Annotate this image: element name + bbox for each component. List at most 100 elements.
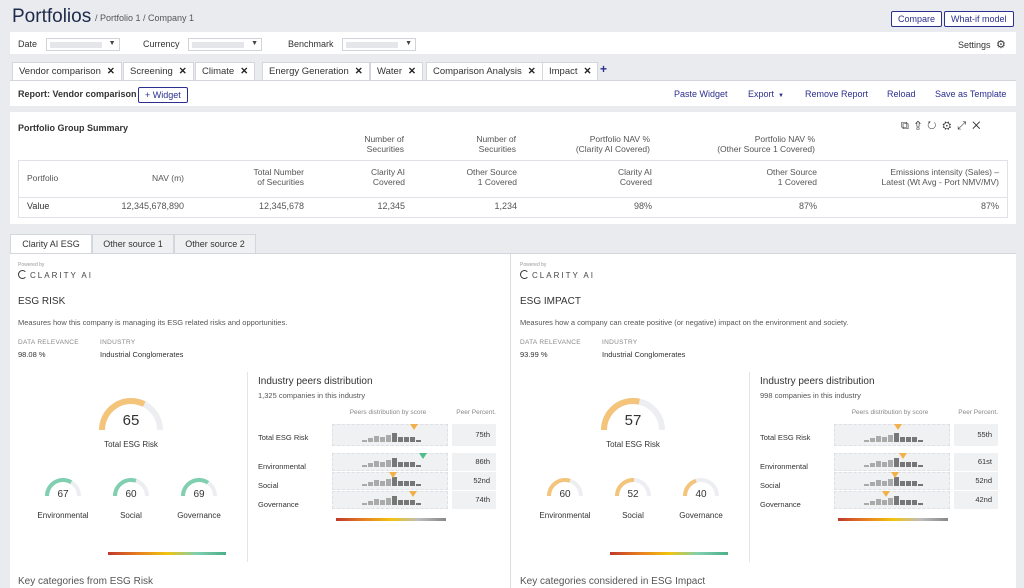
distribution-bar [870, 463, 875, 467]
distribution-bar [864, 440, 869, 442]
close-icon[interactable]: ✕ [583, 66, 592, 77]
distribution-bar [416, 465, 421, 467]
close-icon[interactable]: ✕ [354, 66, 363, 77]
currency-filter[interactable]: Currency ▼ [143, 38, 263, 51]
reload-button[interactable]: Reload [887, 89, 916, 99]
widget-title: Portfolio Group Summary [18, 123, 129, 133]
distribution-bar [416, 440, 421, 442]
peer-marker-icon [898, 453, 907, 459]
distribution-bar [404, 462, 409, 467]
peer-marker-icon [881, 491, 890, 497]
data-relevance-value: 98.08 % [18, 350, 46, 359]
tab-screening[interactable]: Screening ✕ [123, 62, 194, 80]
save-template-button[interactable]: Save as Template [935, 89, 1007, 99]
distribution-bar [900, 462, 905, 467]
currency-dropdown[interactable]: ▼ [188, 38, 263, 51]
column-header: Total Number of Securities [253, 167, 304, 187]
distribution-bar [906, 481, 911, 486]
distribution-bar [404, 500, 409, 505]
column-header: Other Source 1 Covered [466, 167, 517, 187]
distribution-bar [900, 500, 905, 505]
governance-gauge: 40 [681, 476, 721, 500]
tab-impact[interactable]: Impact ✕ [542, 62, 599, 80]
section-title: ESG IMPACT [520, 296, 581, 307]
paste-widget-button[interactable]: Paste Widget [674, 89, 728, 99]
tab-comparison-analysis[interactable]: Comparison Analysis ✕ [426, 62, 543, 80]
industry-value: Industrial Conglomerates [100, 350, 184, 359]
logo-icon [18, 270, 27, 279]
row-label: Value [27, 201, 50, 211]
remove-report-button[interactable]: Remove Report [805, 89, 869, 99]
distribution-bar [368, 501, 373, 505]
add-tab-icon[interactable]: + [600, 62, 608, 76]
gear-icon: ⚙ [996, 39, 1006, 51]
distribution-bar [398, 437, 403, 442]
date-filter[interactable]: Date ▼ [18, 38, 120, 51]
benchmark-dropdown[interactable]: ▼ [342, 38, 417, 51]
distribution-bar [374, 436, 379, 442]
distribution-bar [918, 503, 923, 505]
row-label: Social [760, 481, 781, 490]
refresh-icon[interactable]: ↻ [927, 120, 943, 132]
group-header: Number of Securities [364, 134, 404, 154]
settings-button[interactable]: Settings ⚙ [958, 38, 1006, 51]
currency-label: Currency [143, 38, 180, 49]
total-score-label: Total ESG Risk [606, 440, 660, 449]
export-button[interactable]: Export ▼ [748, 89, 784, 99]
close-icon[interactable]: ✕ [527, 66, 536, 77]
close-icon[interactable]: ✕ [178, 66, 187, 77]
distribution-bar [362, 484, 367, 486]
score-value: 69 [193, 489, 205, 500]
distribution-bar [410, 437, 415, 442]
upload-icon[interactable]: ⇪ [914, 120, 928, 132]
distribution-bar [380, 500, 385, 505]
table-cell: 12,345,678,890 [121, 201, 184, 211]
close-icon[interactable]: ✕ [407, 66, 416, 77]
percentile-header: Peer Percent. [958, 409, 998, 416]
esg-panels: Powered by CLARITY AI ESG RISK Measures … [10, 253, 1016, 588]
tab-clarity-ai-esg[interactable]: Clarity AI ESG [10, 234, 92, 253]
whatif-model-button[interactable]: What-if model [944, 11, 1014, 27]
peer-marker-icon [890, 472, 899, 478]
peers-distribution-chart [834, 422, 950, 527]
close-icon[interactable]: ✕ [972, 120, 987, 132]
tab-vendor-comparison[interactable]: Vendor comparison ✕ [12, 62, 122, 80]
column-header: NAV (m) [152, 173, 184, 183]
distribution-bar [362, 440, 367, 442]
distribution-bar [392, 477, 397, 486]
distribution-bar [870, 501, 875, 505]
peer-marker-icon [419, 453, 428, 459]
column-header: Other Source 1 Covered [766, 167, 817, 187]
tab-other-source-2[interactable]: Other source 2 [174, 234, 256, 253]
row-label: Environmental [258, 462, 306, 471]
close-icon[interactable]: ✕ [240, 66, 249, 77]
benchmark-filter[interactable]: Benchmark ▼ [288, 38, 417, 51]
group-header: Portfolio NAV % (Other Source 1 Covered) [717, 134, 815, 154]
tab-water[interactable]: Water ✕ [370, 62, 423, 80]
tab-climate[interactable]: Climate ✕ [195, 62, 256, 80]
tab-other-source-1[interactable]: Other source 1 [92, 234, 174, 253]
compare-button[interactable]: Compare [891, 11, 943, 27]
close-icon[interactable]: ✕ [106, 66, 115, 77]
score-value: 40 [695, 489, 707, 500]
distribution-bar [386, 479, 391, 486]
distribution-bar [398, 500, 403, 505]
score-value: 60 [125, 489, 137, 500]
report-toolbar: Report: Vendor comparison + Widget Paste… [10, 80, 1016, 106]
distribution-bar [888, 460, 893, 467]
esg-impact-panel: Powered by CLARITY AI ESG IMPACT Measure… [512, 254, 1016, 588]
expand-icon[interactable]: ⤢ [957, 120, 973, 132]
add-widget-button[interactable]: + Widget [138, 87, 188, 103]
date-dropdown[interactable]: ▼ [45, 38, 120, 51]
copy-icon[interactable]: ⧉ [901, 120, 915, 132]
filter-bar: Date ▼ Currency ▼ Benchmark ▼ Settings ⚙ [10, 32, 1016, 54]
tab-energy-generation[interactable]: Energy Generation ✕ [262, 62, 370, 80]
gear-icon[interactable]: ⚙ [942, 120, 958, 132]
distribution-bar [888, 435, 893, 442]
social-gauge: 60 [111, 476, 151, 500]
chevron-down-icon: ▼ [251, 40, 259, 47]
distribution-bar [888, 479, 893, 486]
report-name: Report: Vendor comparison [18, 89, 137, 99]
distribution-bar [380, 437, 385, 442]
chevron-down-icon: ▼ [405, 40, 413, 47]
